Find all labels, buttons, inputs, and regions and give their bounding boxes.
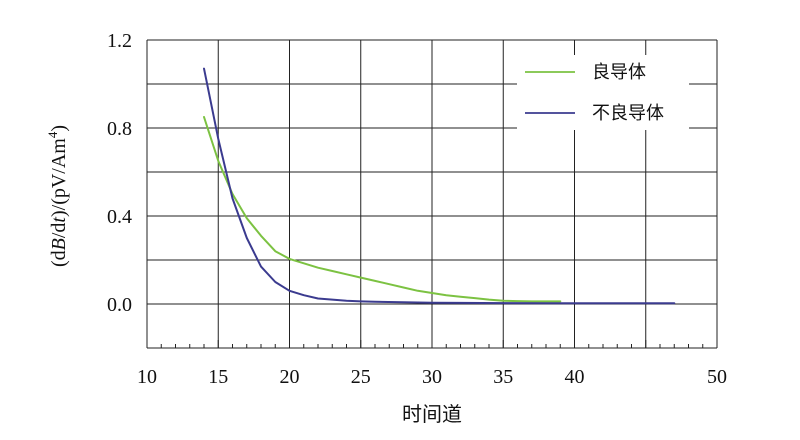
axis-layer: 10 15 20 25 30 35 40 50 0.0 0.4 0.8 1.2	[107, 30, 727, 388]
y-axis-label-superscript: 4	[45, 131, 60, 138]
legend-label-poor-conductor: 不良导体	[592, 103, 664, 124]
legend-label-good-conductor: 良导体	[592, 62, 646, 83]
x-tick-label: 40	[565, 366, 585, 388]
y-axis-label-t: t	[48, 217, 70, 223]
y-axis-label-b: B	[48, 238, 70, 250]
x-tick-label: 30	[422, 366, 442, 388]
y-axis-label-suffix: )/(pV/Am	[48, 138, 70, 217]
y-tick-label: 1.2	[107, 30, 132, 52]
x-tick-label: 15	[208, 366, 228, 388]
y-axis-label-middle: /d	[48, 223, 70, 239]
x-tick-label: 35	[493, 366, 513, 388]
series-layer	[203, 67, 676, 305]
y-tick-label: 0.8	[107, 118, 132, 140]
grid-layer	[146, 39, 718, 349]
y-axis-label-close: )	[48, 125, 70, 132]
y-axis-label: (dB/dt)/(pV/Am4)	[45, 125, 70, 267]
x-tick-label: 25	[351, 366, 371, 388]
y-axis-label-prefix: (d	[48, 250, 70, 267]
legend: 良导体 不良导体	[517, 55, 689, 130]
x-tick-label: 20	[280, 366, 300, 388]
y-tick-label: 0.4	[107, 206, 132, 228]
x-tick-label: 10	[137, 366, 157, 388]
legend-background	[517, 55, 689, 130]
x-tick-label: 50	[707, 366, 727, 388]
x-axis-label: 时间道	[402, 402, 462, 426]
series-line-1	[203, 67, 676, 305]
series-line-0	[203, 116, 562, 303]
y-tick-label: 0.0	[107, 294, 132, 316]
